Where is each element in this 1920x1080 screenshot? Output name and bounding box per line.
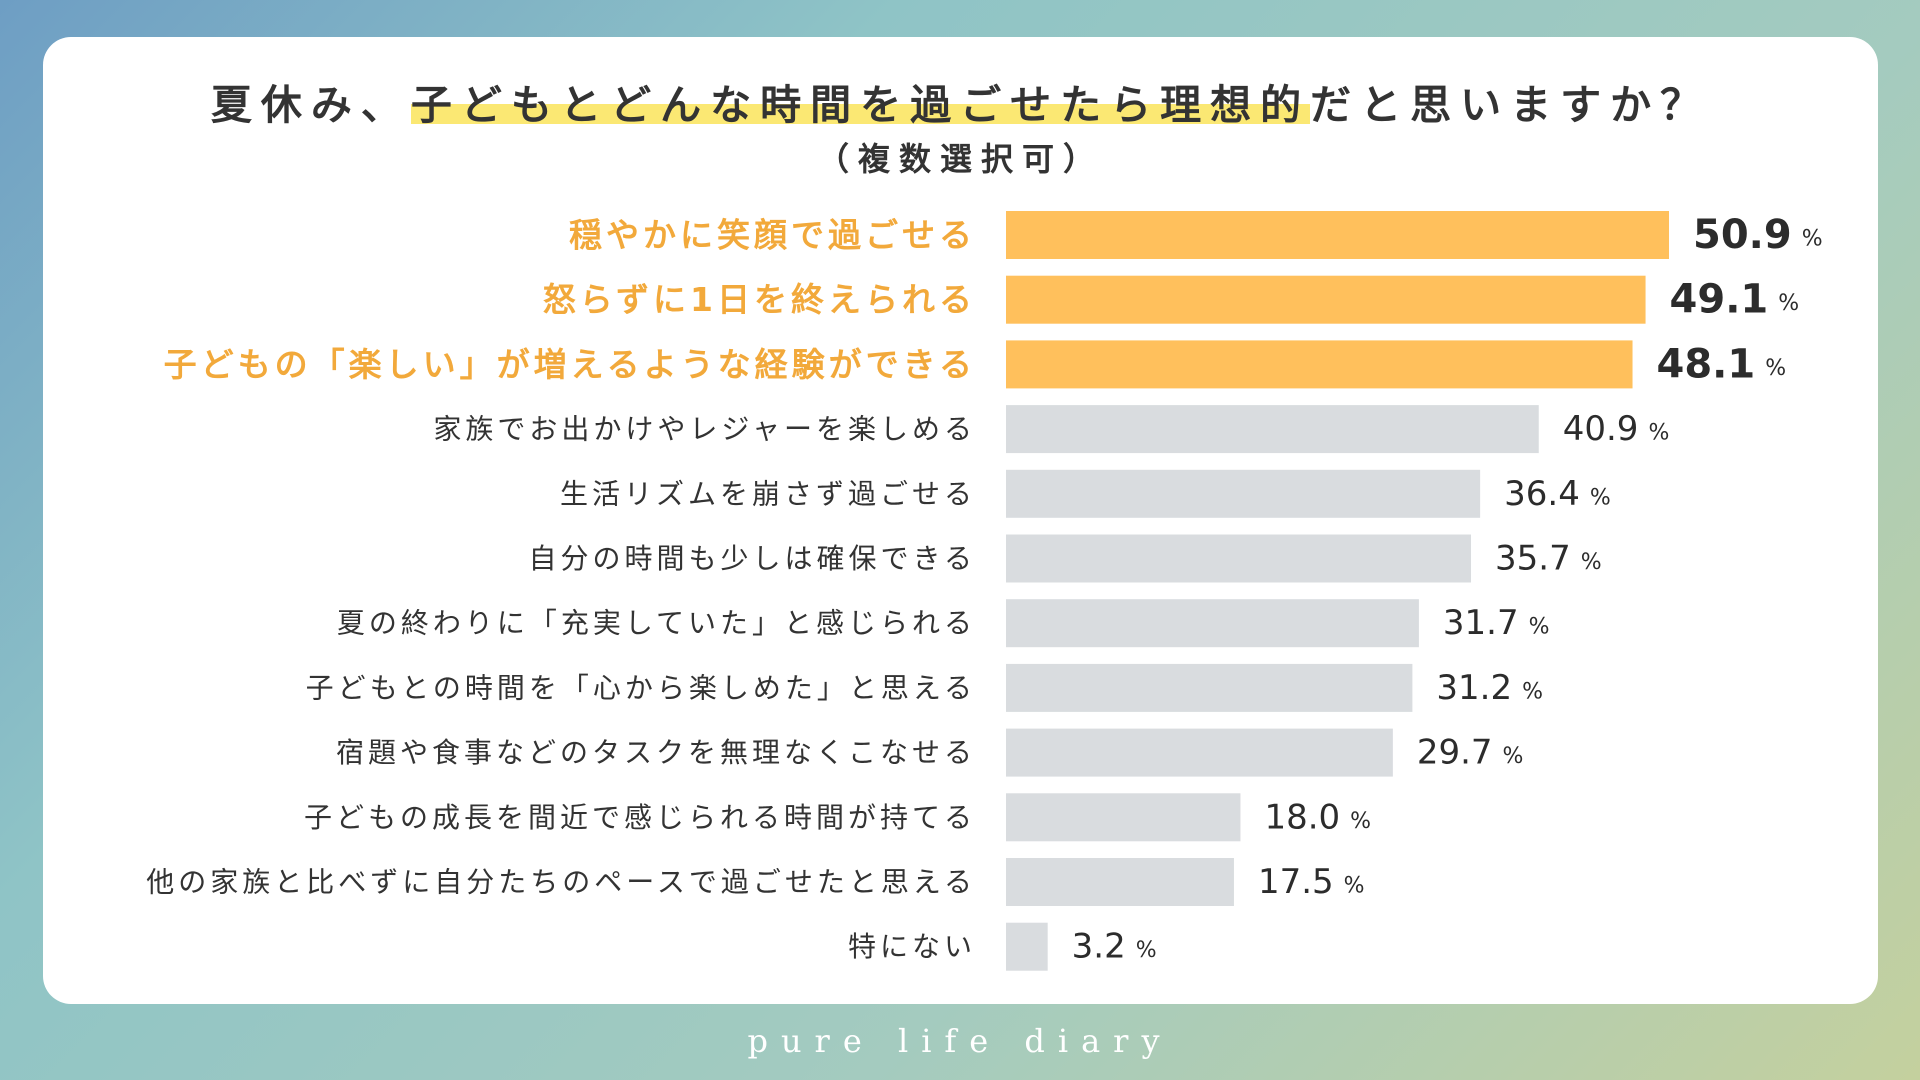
unit-label: % <box>1590 485 1611 510</box>
value-label: 36.4 <box>1504 474 1580 514</box>
unit-label: % <box>1765 356 1786 381</box>
value-label: 18.0 <box>1264 797 1340 837</box>
title-post: だと思いますか？ <box>1310 81 1711 129</box>
category-label: 生活リズムを崩さず過ごせる <box>560 477 976 510</box>
value-label: 40.9 <box>1563 409 1639 449</box>
category-label: 穏やかに笑顔で過ごせる <box>569 216 976 255</box>
value-label: 3.2 <box>1072 927 1126 967</box>
value-label: 50.9 <box>1693 212 1792 258</box>
value-label: 31.7 <box>1443 603 1519 643</box>
bar <box>1006 728 1393 777</box>
category-label: 自分の時間も少しは確保できる <box>529 542 976 575</box>
bar <box>1006 858 1234 906</box>
value-label: 17.5 <box>1258 862 1334 902</box>
unit-label: % <box>1802 227 1823 252</box>
category-label: 子どもの「楽しい」が増えるような経験ができる <box>164 345 976 384</box>
unit-label: % <box>1522 679 1543 704</box>
category-label: 特にない <box>848 930 976 963</box>
bar <box>1006 340 1633 389</box>
unit-label: % <box>1581 550 1602 575</box>
chart-subtitle: （複数選択可） <box>816 140 1104 178</box>
unit-label: % <box>1648 421 1669 446</box>
category-label: 子どもとの時間を「心から楽しめた」と思える <box>306 671 976 704</box>
bar <box>1006 211 1669 259</box>
brand-footer: pure life diary <box>747 1022 1173 1060</box>
category-label: 他の家族と比べずに自分たちのペースで過ごせたと思える <box>146 866 976 899</box>
unit-label: % <box>1778 291 1799 316</box>
title-highlight: 子どもとどんな時間を過ごせたら理想的 <box>410 81 1311 129</box>
bar <box>1006 793 1241 842</box>
chart-title: 夏休み、子どもとどんな時間を過ごせたら理想的だと思いますか？ <box>43 77 1878 134</box>
bar <box>1006 663 1413 712</box>
chart-card: 夏休み、子どもとどんな時間を過ごせたら理想的だと思いますか？ （複数選択可） <box>43 37 1878 1004</box>
category-label: 子どもの成長を間近で感じられる時間が持てる <box>304 801 976 834</box>
bar <box>1006 405 1539 454</box>
bar <box>1006 469 1481 518</box>
category-label: 怒らずに1日を終えられる <box>543 280 976 319</box>
unit-label: % <box>1136 938 1157 963</box>
title-pre: 夏休み、 <box>210 81 411 129</box>
bar <box>1006 599 1419 648</box>
bar <box>1006 275 1646 324</box>
value-label: 35.7 <box>1495 539 1571 579</box>
unit-label: % <box>1503 744 1524 769</box>
value-label: 48.1 <box>1657 341 1756 387</box>
bar <box>1006 922 1048 971</box>
category-label: 宿題や食事などのタスクを無理なくこなせる <box>336 736 976 769</box>
value-label: 31.2 <box>1436 668 1512 708</box>
unit-label: % <box>1344 874 1365 899</box>
value-label: 49.1 <box>1670 277 1769 323</box>
unit-label: % <box>1350 809 1371 834</box>
unit-label: % <box>1529 615 1550 640</box>
category-label: 家族でお出かけやレジャーを楽しめる <box>433 413 976 446</box>
category-label: 夏の終わりに「充実していた」と感じられる <box>337 607 976 640</box>
value-label: 29.7 <box>1417 733 1493 773</box>
bar <box>1006 534 1472 583</box>
